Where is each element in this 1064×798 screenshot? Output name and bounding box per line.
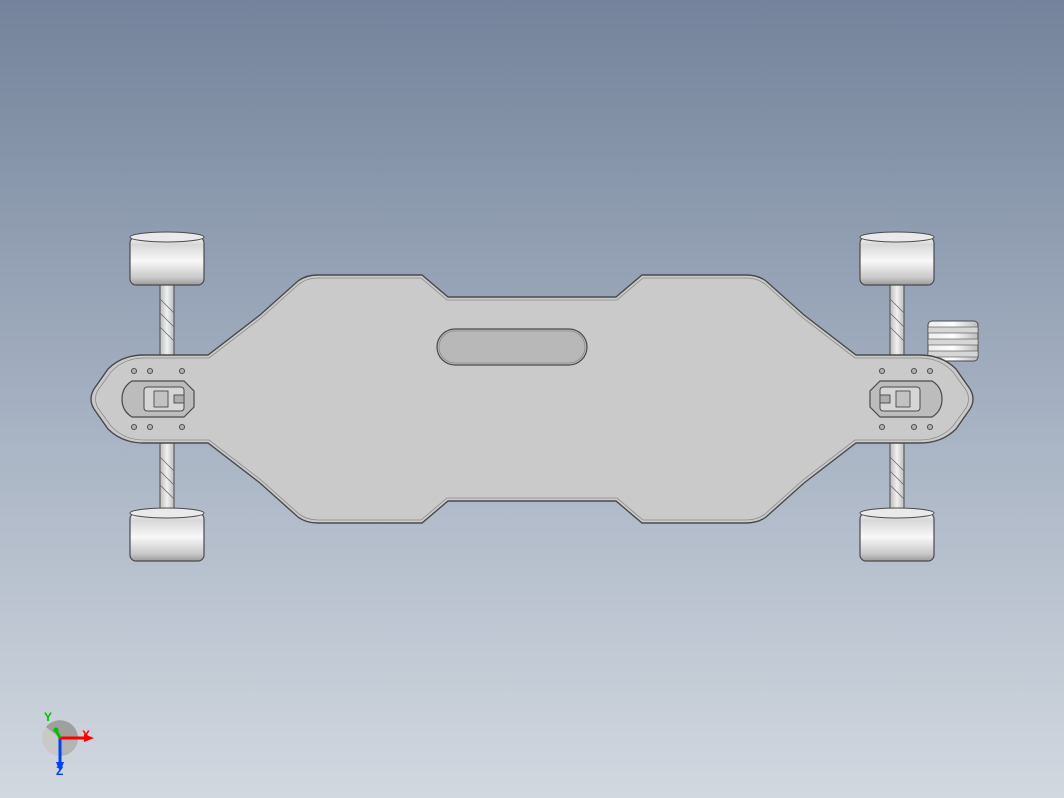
triad-z-label: Z — [56, 764, 63, 778]
wheel-rear-right — [860, 508, 934, 561]
cad-viewport[interactable]: X Y Z — [0, 0, 1064, 798]
cad-model[interactable] — [52, 219, 1012, 579]
triad-y-label: Y — [44, 710, 52, 724]
wheel-rear-left — [130, 508, 204, 561]
wheel-front-right — [860, 232, 934, 285]
skateboard-deck — [91, 275, 973, 523]
deck-handle-slot — [437, 329, 587, 365]
triad-x-label: X — [82, 728, 90, 742]
hub-motor — [928, 321, 978, 361]
view-triad[interactable]: X Y Z — [20, 698, 100, 778]
wheel-front-left — [130, 232, 204, 285]
